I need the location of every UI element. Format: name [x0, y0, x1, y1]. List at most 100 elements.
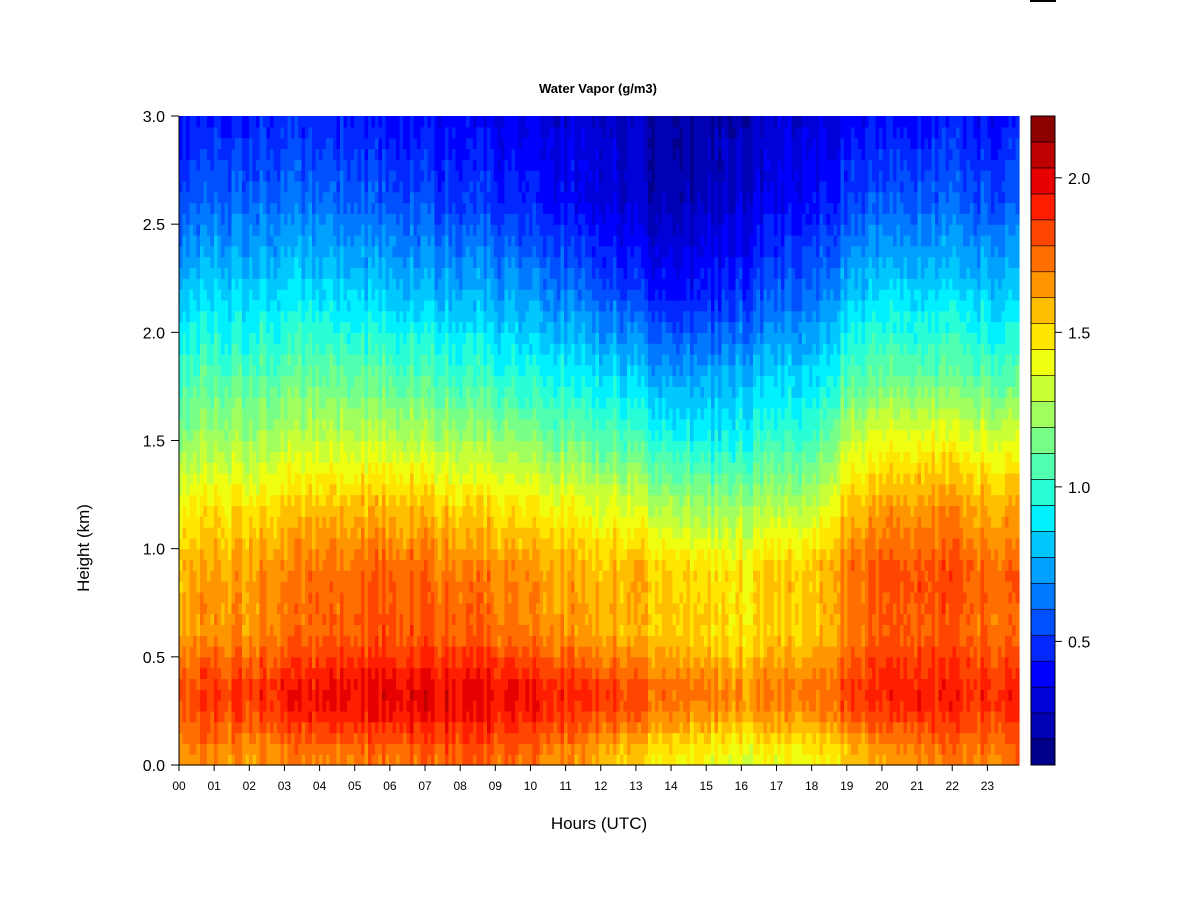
heatmap-cell [438, 213, 443, 225]
heatmap-cell [434, 126, 439, 139]
heatmap-cell [378, 245, 383, 258]
heatmap-cell [399, 700, 404, 712]
heatmap-cell [280, 624, 285, 636]
heatmap-cell [378, 332, 383, 344]
heatmap-cell [385, 667, 390, 680]
heatmap-cell [235, 516, 240, 528]
heatmap-cell [357, 289, 362, 301]
heatmap-cell [382, 278, 387, 290]
heatmap-cell [340, 332, 345, 344]
heatmap-cell [179, 234, 184, 247]
heatmap-cell [350, 483, 355, 496]
heatmap-cell [242, 245, 247, 258]
heatmap-cell [266, 408, 271, 420]
heatmap-cell [319, 624, 324, 636]
heatmap-cell [336, 224, 341, 236]
heatmap-cell [186, 343, 191, 355]
heatmap-cell [350, 116, 355, 128]
heatmap-cell [217, 570, 222, 582]
heatmap-cell [462, 570, 467, 582]
heatmap-cell [284, 472, 289, 485]
heatmap-cell [238, 646, 243, 658]
heatmap-cell [249, 267, 254, 279]
heatmap-cell [182, 483, 187, 496]
heatmap-cell [266, 137, 271, 150]
heatmap-cell [466, 472, 471, 485]
heatmap-cell [238, 170, 243, 182]
heatmap-cell [193, 721, 198, 734]
heatmap-cell [203, 224, 208, 236]
heatmap-cell [221, 418, 226, 431]
heatmap-cell [277, 180, 282, 193]
heatmap-cell [182, 256, 187, 269]
heatmap-cell [420, 191, 425, 204]
heatmap-cell [277, 310, 282, 323]
heatmap-cell [305, 137, 310, 150]
heatmap-cell [263, 202, 268, 214]
heatmap-cell [452, 721, 457, 734]
heatmap-cell [459, 408, 464, 420]
heatmap-cell [315, 581, 320, 593]
heatmap-cell [238, 754, 243, 766]
heatmap-cell [340, 678, 345, 690]
heatmap-cell [231, 689, 236, 701]
heatmap-cell [431, 624, 436, 636]
heatmap-cell [417, 126, 422, 139]
heatmap-cell [424, 386, 429, 398]
heatmap-cell [469, 689, 474, 701]
heatmap-cell [389, 321, 394, 333]
heatmap-cell [273, 581, 278, 593]
heatmap-cell [427, 267, 432, 279]
heatmap-cell [406, 256, 411, 269]
heatmap-cell [350, 159, 355, 171]
heatmap-cell [424, 278, 429, 290]
heatmap-cell [207, 116, 212, 128]
heatmap-cell [448, 721, 453, 734]
heatmap-cell [385, 364, 390, 377]
heatmap-cell [424, 310, 429, 323]
heatmap-cell [452, 213, 457, 225]
heatmap-cell [427, 353, 432, 366]
heatmap-cell [459, 537, 464, 550]
heatmap-cell [448, 700, 453, 712]
heatmap-cell [193, 408, 198, 420]
heatmap-cell [245, 224, 250, 236]
heatmap-cell [357, 353, 362, 366]
heatmap-cell [312, 213, 317, 225]
heatmap-cell [462, 548, 467, 561]
heatmap-cell [238, 289, 243, 301]
heatmap-cell [410, 700, 415, 712]
heatmap-cell [308, 213, 313, 225]
heatmap-cell [228, 126, 233, 139]
heatmap-cell [224, 256, 229, 269]
heatmap-cell [249, 494, 254, 506]
heatmap-cell [333, 570, 338, 582]
heatmap-cell [322, 602, 327, 615]
heatmap-cell [392, 559, 397, 571]
heatmap-cell [210, 581, 215, 593]
heatmap-cell [245, 462, 250, 474]
heatmap-cell [319, 429, 324, 442]
heatmap-cell [224, 548, 229, 561]
heatmap-cell [420, 245, 425, 258]
heatmap-cell [315, 505, 320, 517]
heatmap-cell [298, 646, 303, 658]
heatmap-cell [392, 646, 397, 658]
heatmap-cell [207, 397, 212, 409]
heatmap-cell [322, 667, 327, 680]
heatmap-cell [469, 743, 474, 755]
heatmap-cell [357, 516, 362, 528]
heatmap-cell [382, 159, 387, 171]
heatmap-cell [252, 646, 257, 658]
heatmap-cell [263, 332, 268, 344]
heatmap-cell [242, 689, 247, 701]
heatmap-cell [406, 364, 411, 377]
heatmap-cell [298, 602, 303, 615]
heatmap-cell [448, 397, 453, 409]
heatmap-cell [319, 548, 324, 561]
heatmap-cell [252, 678, 257, 690]
heatmap-cell [221, 451, 226, 463]
heatmap-cell [294, 278, 299, 290]
heatmap-cell [371, 667, 376, 680]
heatmap-cell [291, 505, 296, 517]
